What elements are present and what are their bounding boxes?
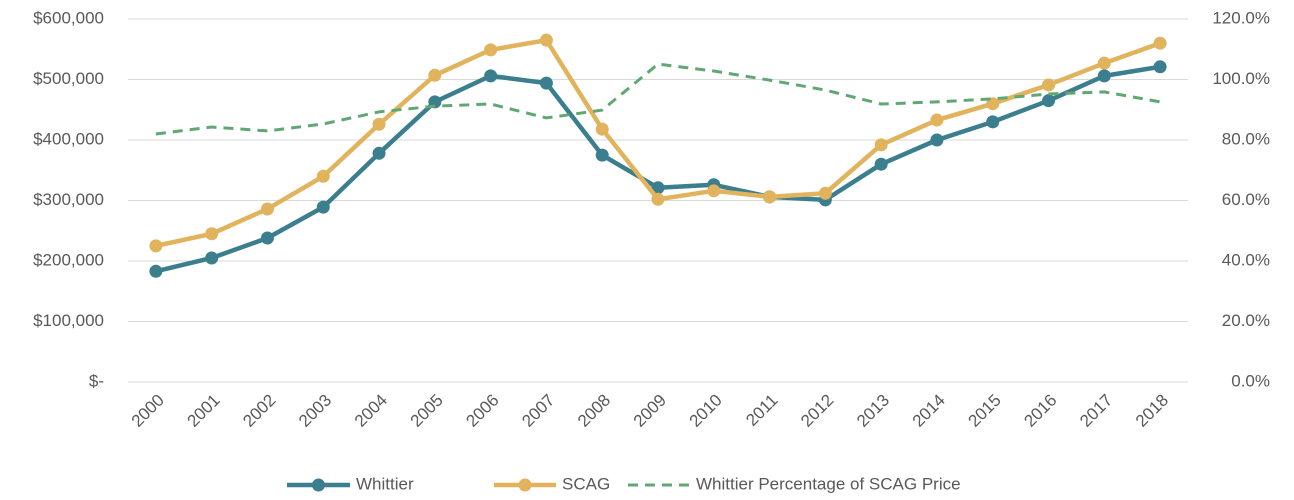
y-tick-label: $100,000	[33, 311, 104, 330]
point	[316, 200, 330, 214]
y2-tick-label: 0.0%	[1231, 371, 1270, 390]
point	[818, 186, 832, 200]
point	[930, 113, 944, 127]
point	[986, 115, 1000, 129]
x-tick-label: 2018	[1132, 391, 1172, 431]
x-tick-label: 2017	[1076, 391, 1116, 431]
point	[260, 202, 274, 216]
point	[595, 148, 609, 162]
point	[205, 251, 219, 265]
point	[484, 43, 498, 57]
y2-tick-label: 100.0%	[1212, 69, 1270, 88]
point	[1153, 36, 1167, 50]
x-tick-label: 2003	[295, 391, 335, 431]
point	[539, 33, 553, 47]
point	[539, 76, 553, 90]
legend-label: Whittier Percentage of SCAG Price	[696, 474, 961, 493]
y2-tick-label: 20.0%	[1222, 311, 1270, 330]
x-tick-label: 2011	[742, 391, 781, 430]
point	[1042, 78, 1056, 92]
y-tick-label: $600,000	[33, 8, 104, 27]
point	[874, 157, 888, 171]
y-tick-label: $400,000	[33, 129, 104, 148]
point	[1097, 56, 1111, 70]
point	[484, 69, 498, 83]
legend-label: Whittier	[356, 474, 414, 493]
point	[651, 192, 665, 206]
x-tick-label: 2010	[686, 391, 726, 431]
point	[1153, 60, 1167, 74]
y-tick-label: $200,000	[33, 250, 104, 269]
point	[763, 190, 777, 204]
y-tick-label: $-	[89, 371, 104, 390]
point	[149, 264, 163, 278]
legend-label: SCAG	[562, 474, 610, 493]
y2-tick-label: 60.0%	[1222, 190, 1270, 209]
x-tick-label: 2000	[128, 391, 168, 431]
point	[428, 68, 442, 82]
x-tick-label: 2013	[853, 391, 893, 431]
point	[707, 184, 721, 198]
point	[372, 117, 386, 131]
x-tick-label: 2001	[184, 391, 224, 431]
x-tick-label: 2012	[797, 391, 837, 431]
y2-tick-label: 80.0%	[1222, 129, 1270, 148]
x-tick-label: 2002	[239, 391, 279, 431]
point	[595, 122, 609, 136]
x-tick-label: 2009	[630, 391, 670, 431]
point	[651, 181, 665, 195]
x-tick-label: 2008	[574, 391, 614, 431]
point	[149, 239, 163, 253]
point	[1097, 69, 1111, 83]
point	[372, 146, 386, 160]
point	[260, 231, 274, 245]
x-tick-label: 2015	[965, 391, 1005, 431]
point	[1042, 94, 1056, 108]
x-tick-label: 2016	[1020, 391, 1060, 431]
y2-tick-label: 120.0%	[1212, 8, 1270, 27]
y-tick-label: $300,000	[33, 190, 104, 209]
x-tick-label: 2005	[407, 391, 447, 431]
x-tick-label: 2006	[462, 391, 502, 431]
point	[316, 169, 330, 183]
y-tick-label: $500,000	[33, 69, 104, 88]
point	[930, 133, 944, 147]
x-tick-label: 2004	[351, 391, 391, 431]
point	[874, 138, 888, 152]
legend-marker	[312, 478, 325, 492]
y2-tick-label: 40.0%	[1222, 250, 1270, 269]
x-tick-label: 2014	[909, 391, 949, 431]
point	[205, 227, 219, 241]
legend-marker	[518, 478, 532, 492]
x-tick-label: 2007	[518, 391, 558, 431]
